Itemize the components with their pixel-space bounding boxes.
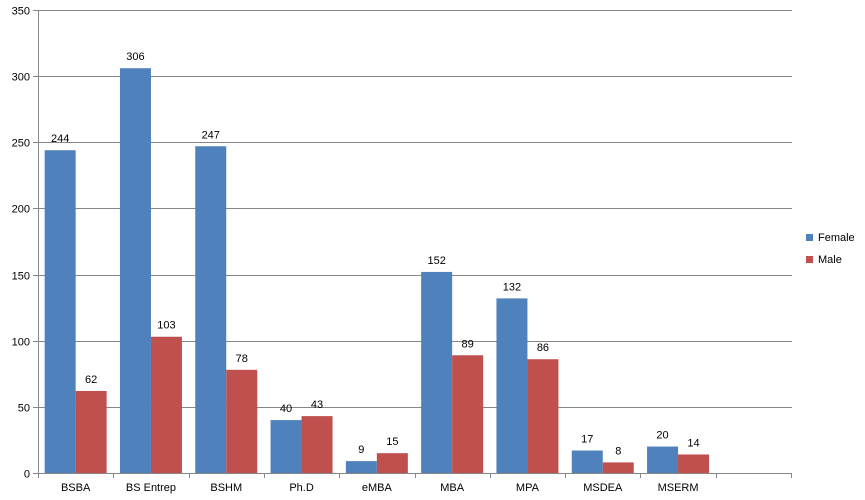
legend-label-female: Female <box>818 232 855 244</box>
x-tick-label: MSDEA <box>583 482 623 494</box>
legend: Female Male <box>806 232 855 266</box>
data-label: 43 <box>311 399 323 411</box>
data-label: 247 <box>202 129 220 141</box>
bar-male-mba <box>452 355 484 473</box>
data-label: 89 <box>462 338 474 350</box>
bar-female-bs-entrep <box>119 68 151 473</box>
data-label: 78 <box>236 353 248 365</box>
data-label: 62 <box>85 374 97 386</box>
axes <box>33 10 792 478</box>
x-tick-label: BSBA <box>61 482 91 494</box>
data-label: 132 <box>503 281 521 293</box>
bar-male-bshm <box>226 369 258 473</box>
bar-male-emba <box>376 453 408 473</box>
x-tick-label: eMBA <box>362 482 393 494</box>
data-label: 15 <box>386 436 398 448</box>
data-label: 244 <box>51 133 69 145</box>
x-tick-label: Ph.D <box>289 482 314 494</box>
data-label: 152 <box>427 255 445 267</box>
y-tick-label: 300 <box>12 72 30 84</box>
y-tick-label: 150 <box>12 271 30 283</box>
y-tick-label: 100 <box>12 337 30 349</box>
bar-female-msdea <box>571 450 603 473</box>
data-label: 20 <box>656 430 668 442</box>
data-label: 103 <box>157 320 175 332</box>
data-label: 86 <box>537 342 549 354</box>
data-label: 14 <box>687 437 699 449</box>
legend-label-male: Male <box>818 254 842 266</box>
y-tick-label: 0 <box>24 469 30 481</box>
x-tick-label: MPA <box>516 482 540 494</box>
bars <box>44 68 710 474</box>
data-label: 40 <box>280 403 292 415</box>
x-tick-label: BSHM <box>210 482 242 494</box>
data-labels: 244 62 306 103 247 78 40 43 9 15 152 89 132 86 17 8 20 14 <box>51 51 700 457</box>
bar-female-mpa <box>496 298 528 473</box>
y-axis-ticks: 0 50 100 150 200 250 300 350 <box>12 6 30 481</box>
data-label: 306 <box>126 51 144 63</box>
bar-male-bs-entrep <box>150 336 182 473</box>
data-label: 8 <box>615 445 621 457</box>
x-tick-label: MBA <box>440 482 465 494</box>
legend-swatch-female <box>806 234 813 241</box>
bar-female-ph-d <box>270 420 302 473</box>
data-label: 9 <box>358 444 364 456</box>
bar-female-bsba <box>44 150 76 474</box>
x-axis-ticks: BSBA BS Entrep BSHM Ph.D eMBA MBA MPA MSDEA MSER… <box>61 482 699 494</box>
y-tick-label: 50 <box>18 403 30 415</box>
bar-male-mpa <box>527 359 559 473</box>
legend-swatch-male <box>806 256 813 263</box>
bar-male-ph-d <box>301 416 333 473</box>
bar-female-mserm <box>647 446 679 473</box>
bar-female-mba <box>421 271 453 473</box>
data-label: 17 <box>581 434 593 446</box>
bar-female-bshm <box>195 146 227 474</box>
bar-male-msdea <box>602 462 634 473</box>
x-tick-label: BS Entrep <box>126 482 176 494</box>
y-tick-label: 250 <box>12 138 30 150</box>
y-tick-label: 200 <box>12 204 30 216</box>
x-tick-label: MSERM <box>658 482 699 494</box>
bar-male-mserm <box>678 454 710 473</box>
y-tick-label: 350 <box>12 6 30 18</box>
bar-male-bsba <box>75 390 107 473</box>
bar-female-emba <box>345 461 377 473</box>
